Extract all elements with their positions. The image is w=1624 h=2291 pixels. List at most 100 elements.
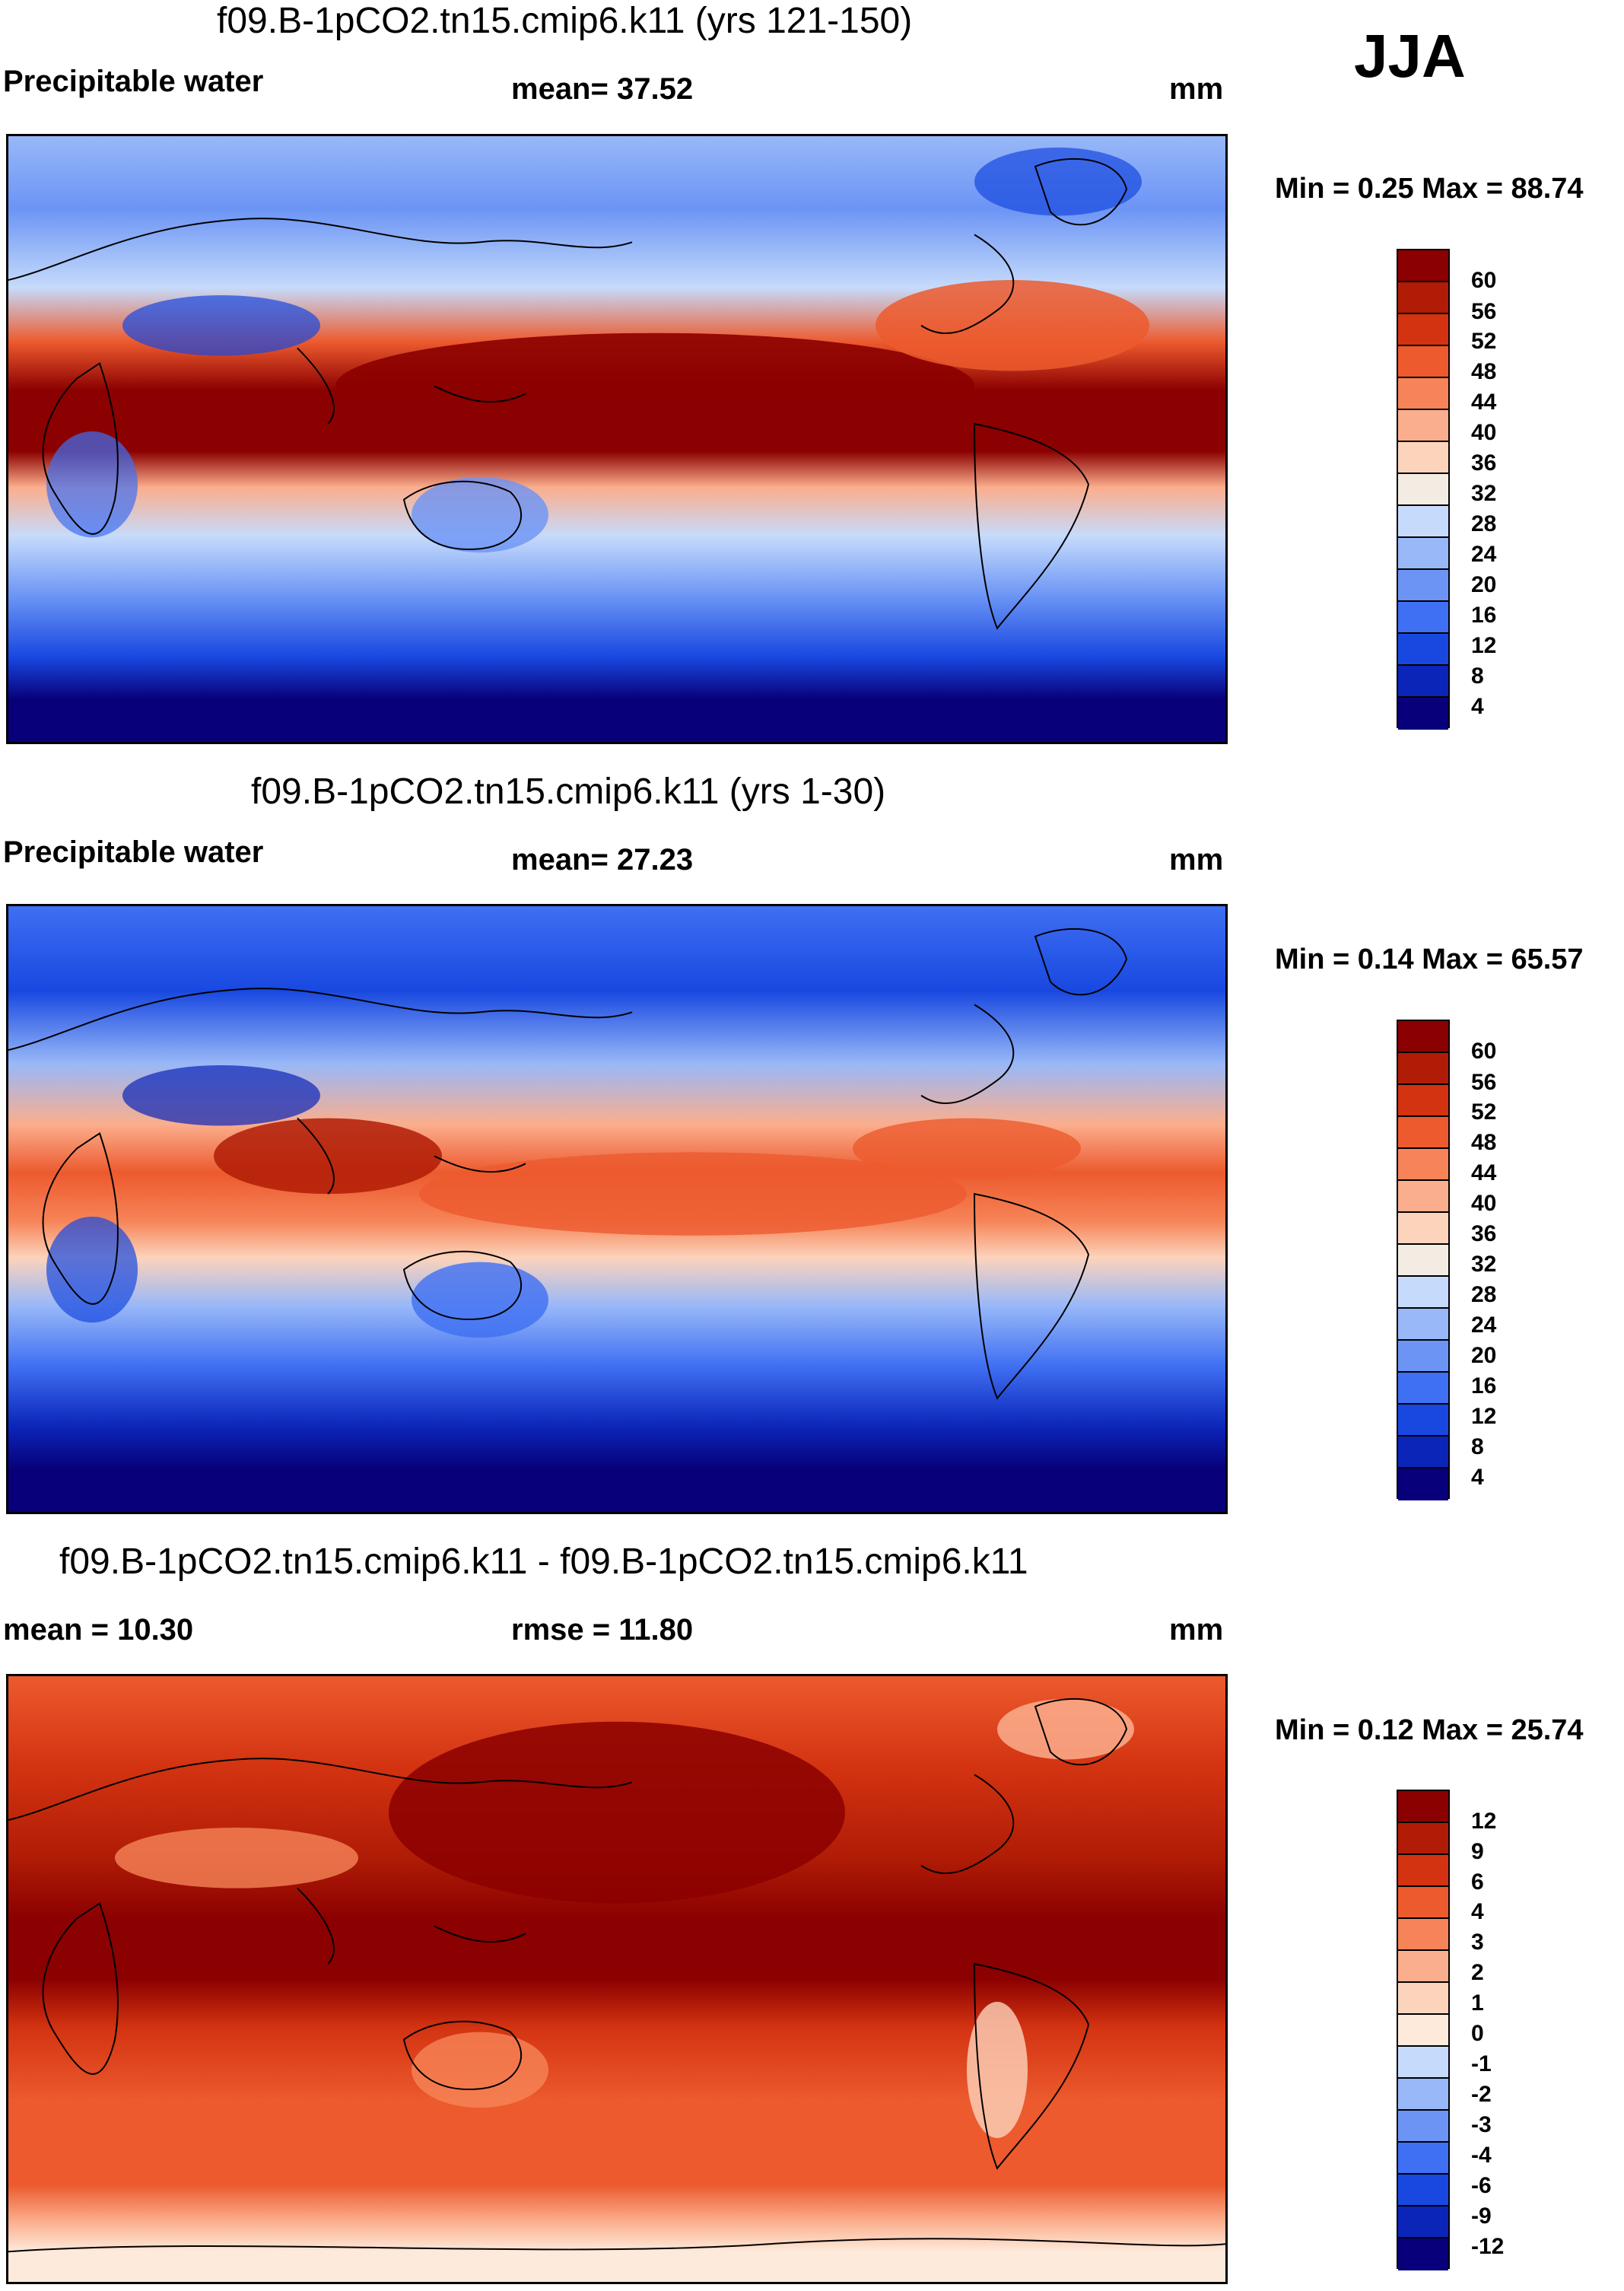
panel-2-units-label: mm — [1169, 843, 1224, 877]
colorbar-3-swatch — [1398, 1823, 1448, 1855]
colorbar-1-swatch — [1398, 410, 1448, 442]
colorbar-2-tick-label: 40 — [1471, 1191, 1497, 1216]
colorbar-2-swatch — [1398, 1405, 1448, 1437]
colorbar-2-swatch — [1398, 1468, 1448, 1500]
panel-1-variable-label: Precipitable water — [3, 65, 264, 98]
colorbar-3-tick-label: -9 — [1471, 2203, 1492, 2229]
colorbar-2-tick-label: 56 — [1471, 1070, 1497, 1095]
colorbar-3-tick-label: 4 — [1471, 1899, 1484, 1924]
colorbar-2-swatch — [1398, 1085, 1448, 1117]
colorbar-3-swatch — [1398, 1919, 1448, 1951]
colorbar-2-swatch — [1398, 1309, 1448, 1341]
colorbar-2-swatch — [1398, 1149, 1448, 1181]
colorbar-1-swatch — [1398, 666, 1448, 698]
colorbar-3-swatch — [1398, 2079, 1448, 2111]
panel-1-title: f09.B-1pCO2.tn15.cmip6.k11 (yrs 121-150) — [217, 1, 913, 41]
map-svg-3 — [8, 1676, 1225, 2282]
colorbar-2-tick-label: 32 — [1471, 1252, 1497, 1277]
colorbar-1-tick-label: 16 — [1471, 603, 1497, 628]
colorbar-3-tick-label: 9 — [1471, 1839, 1484, 1864]
panel-2-colorbar — [1397, 1020, 1450, 1500]
colorbar-2-swatch — [1398, 1181, 1448, 1213]
colorbar-2-tick-label: 44 — [1471, 1160, 1497, 1185]
colorbar-1-swatch — [1398, 634, 1448, 666]
colorbar-1-swatch — [1398, 602, 1448, 634]
colorbar-3-tick-label: -6 — [1471, 2173, 1492, 2198]
colorbar-3-swatch — [1398, 2015, 1448, 2047]
colorbar-2-swatch — [1398, 1277, 1448, 1309]
panel-3-minmax-label: Min = 0.12 Max = 25.74 — [1275, 1714, 1584, 1746]
panel-1-colorbar — [1397, 249, 1450, 730]
colorbar-1-tick-label: 60 — [1471, 268, 1497, 293]
colorbar-1-tick-label: 28 — [1471, 511, 1497, 536]
colorbar-1-swatch — [1398, 570, 1448, 602]
colorbar-3-swatch — [1398, 1791, 1448, 1823]
season-label: JJA — [1354, 22, 1466, 90]
colorbar-2-swatch — [1398, 1117, 1448, 1149]
precipitable-water-map-yrs-121-150 — [6, 134, 1228, 744]
panel-3-colorbar — [1397, 1790, 1450, 2270]
colorbar-3-tick-label: 12 — [1471, 1809, 1497, 1834]
precipitable-water-map-yrs-1-30 — [6, 904, 1228, 1514]
colorbar-2-tick-label: 20 — [1471, 1343, 1497, 1368]
colorbar-2-tick-label: 28 — [1471, 1282, 1497, 1307]
colorbar-1-tick-label: 12 — [1471, 633, 1497, 658]
colorbar-2-tick-label: 60 — [1471, 1039, 1497, 1064]
panel-1-minmax-label: Min = 0.25 Max = 88.74 — [1275, 173, 1584, 205]
colorbar-3-swatch — [1398, 2111, 1448, 2143]
panel-2-variable-label: Precipitable water — [3, 835, 264, 869]
colorbar-2-swatch — [1398, 1437, 1448, 1468]
map-svg-1 — [8, 136, 1225, 742]
colorbar-3-swatch — [1398, 2143, 1448, 2175]
colorbar-2-swatch — [1398, 1053, 1448, 1085]
panel-3-title: f09.B-1pCO2.tn15.cmip6.k11 - f09.B-1pCO2… — [59, 1542, 1028, 1582]
colorbar-2-tick-label: 48 — [1471, 1130, 1497, 1155]
colorbar-1-swatch — [1398, 250, 1448, 282]
panel-3-units-label: mm — [1169, 1613, 1224, 1647]
panel-3-rmse-label: rmse = 11.80 — [511, 1613, 694, 1647]
colorbar-2-tick-label: 4 — [1471, 1465, 1484, 1490]
colorbar-2-swatch — [1398, 1021, 1448, 1053]
colorbar-1-swatch — [1398, 346, 1448, 378]
colorbar-1-tick-label: 48 — [1471, 359, 1497, 384]
colorbar-1-tick-label: 44 — [1471, 390, 1497, 415]
colorbar-3-tick-label: 3 — [1471, 1930, 1484, 1955]
colorbar-1-swatch — [1398, 314, 1448, 346]
colorbar-1-swatch — [1398, 538, 1448, 570]
colorbar-3-swatch — [1398, 1951, 1448, 1983]
panel-3-mean-label: mean = 10.30 — [3, 1613, 194, 1647]
colorbar-1-swatch — [1398, 698, 1448, 730]
colorbar-3-swatch — [1398, 2047, 1448, 2079]
panel-2-title: f09.B-1pCO2.tn15.cmip6.k11 (yrs 1-30) — [251, 772, 886, 812]
colorbar-1-swatch — [1398, 282, 1448, 314]
colorbar-3-tick-label: 6 — [1471, 1869, 1484, 1895]
colorbar-1-swatch — [1398, 378, 1448, 410]
colorbar-1-tick-label: 36 — [1471, 450, 1497, 476]
colorbar-3-tick-label: -2 — [1471, 2082, 1492, 2107]
colorbar-1-swatch — [1398, 442, 1448, 474]
colorbar-3-tick-label: 1 — [1471, 1990, 1484, 2016]
colorbar-2-tick-label: 12 — [1471, 1404, 1497, 1429]
colorbar-3-tick-label: -12 — [1471, 2234, 1505, 2259]
colorbar-2-swatch — [1398, 1373, 1448, 1405]
map-svg-2 — [8, 906, 1225, 1512]
colorbar-3-tick-label: 2 — [1471, 1960, 1484, 1985]
colorbar-3-swatch — [1398, 2175, 1448, 2207]
colorbar-2-tick-label: 24 — [1471, 1313, 1497, 1338]
colorbar-3-tick-label: -4 — [1471, 2143, 1492, 2168]
colorbar-2-swatch — [1398, 1245, 1448, 1277]
colorbar-3-swatch — [1398, 1983, 1448, 2015]
colorbar-2-swatch — [1398, 1341, 1448, 1373]
colorbar-1-swatch — [1398, 506, 1448, 538]
colorbar-1-swatch — [1398, 474, 1448, 506]
colorbar-1-tick-label: 40 — [1471, 420, 1497, 445]
panel-2-mean-label: mean= 27.23 — [511, 843, 694, 877]
panel-1-units-label: mm — [1169, 72, 1224, 106]
colorbar-2-tick-label: 8 — [1471, 1434, 1484, 1459]
colorbar-3-tick-label: -3 — [1471, 2112, 1492, 2137]
colorbar-1-tick-label: 32 — [1471, 481, 1497, 506]
panel-2-minmax-label: Min = 0.14 Max = 65.57 — [1275, 943, 1584, 975]
colorbar-3-tick-label: -1 — [1471, 2051, 1492, 2076]
colorbar-3-swatch — [1398, 2238, 1448, 2270]
colorbar-1-tick-label: 52 — [1471, 329, 1497, 354]
